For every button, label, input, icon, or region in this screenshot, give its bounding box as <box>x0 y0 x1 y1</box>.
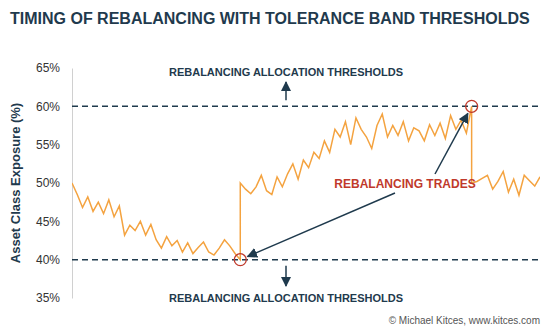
plot-area <box>72 106 540 259</box>
threshold-line <box>72 259 540 261</box>
y-tick: 45% <box>36 215 72 229</box>
y-tick: 60% <box>36 100 72 114</box>
y-tick: 50% <box>36 176 72 190</box>
annotation-arrow <box>248 193 395 257</box>
threshold-label: REBALANCING ALLOCATION THRESHOLDS <box>169 292 403 304</box>
chart: TIMING OF REBALANCING WITH TOLERANCE BAN… <box>0 0 550 330</box>
y-tick: 40% <box>36 253 72 267</box>
threshold-label: REBALANCING ALLOCATION THRESHOLDS <box>169 66 403 78</box>
y-tick: 65% <box>36 61 72 75</box>
y-tick: 35% <box>36 291 72 305</box>
y-axis: 35% 40% 45% 50% 55% 60% 65% <box>36 61 73 305</box>
threshold-arrow <box>285 266 287 286</box>
y-tick-label: 60% <box>36 100 60 114</box>
source: © Michael Kitces, www.kitces.com <box>389 315 540 326</box>
y-tick-label: 40% <box>36 253 60 267</box>
y-tick-label: 50% <box>36 176 60 190</box>
series-line <box>72 106 540 259</box>
annotation-arrow <box>435 113 468 174</box>
y-tick-label: 65% <box>36 61 60 75</box>
y-tick-label: 45% <box>36 215 60 229</box>
y-tick: 55% <box>36 138 72 152</box>
trade-marker <box>466 100 478 112</box>
y-tick-label: 35% <box>36 291 60 305</box>
trade-marker <box>234 254 246 266</box>
annotation: REBALANCING TRADES <box>334 177 475 191</box>
threshold-arrow <box>285 82 287 100</box>
title: TIMING OF REBALANCING WITH TOLERANCE BAN… <box>10 10 530 27</box>
threshold-line <box>72 106 540 108</box>
y-tick-label: 55% <box>36 138 60 152</box>
y-axis-title: Asset Class Exposure (%) <box>8 103 23 263</box>
